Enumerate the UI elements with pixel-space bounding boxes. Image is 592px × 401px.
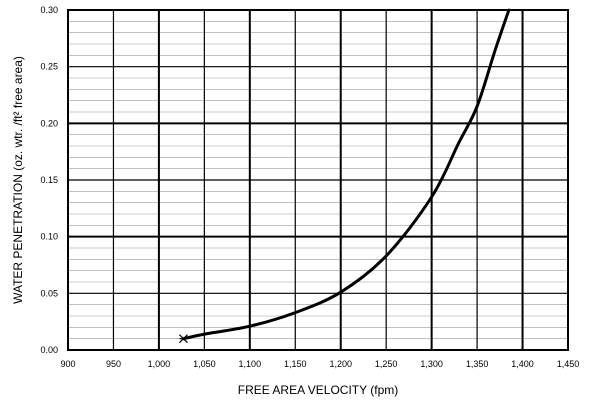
y-tick-label: 0.15 <box>40 175 58 185</box>
x-tick-label: 1,050 <box>193 359 216 369</box>
x-tick-label: 1,350 <box>466 359 489 369</box>
y-tick-label: 0.10 <box>40 232 58 242</box>
x-axis-title: FREE AREA VELOCITY (fpm) <box>238 383 399 397</box>
water-penetration-curve <box>182 8 511 341</box>
asterisk-marker <box>179 334 188 344</box>
plot-frame <box>67 9 569 351</box>
x-tick-label: 950 <box>106 359 121 369</box>
x-tick-label: 1,400 <box>511 359 534 369</box>
x-tick-label: 1,000 <box>148 359 171 369</box>
y-tick-label: 0.20 <box>40 118 58 128</box>
x-tick-label: 1,150 <box>284 359 307 369</box>
data-markers <box>179 334 188 344</box>
y-tick-label: 0.30 <box>40 5 58 15</box>
x-tick-label: 900 <box>60 359 75 369</box>
y-axis-title: WATER PENETRATION (oz. wtr. /ft² free ar… <box>11 56 25 304</box>
x-axis-ticks: 900 950 1,000 1,050 1,100 1,150 1,200 1,250 1,30… <box>60 359 579 369</box>
y-tick-label: 0.05 <box>40 288 58 298</box>
x-tick-label: 1,200 <box>329 359 352 369</box>
x-tick-label: 1,250 <box>375 359 398 369</box>
y-axis-ticks: 0.00 0.05 0.10 0.15 0.20 0.25 0.30 <box>40 5 58 355</box>
y-tick-label: 0.25 <box>40 62 58 72</box>
y-tick-label: 0.00 <box>40 345 58 355</box>
x-tick-label: 1,300 <box>420 359 443 369</box>
x-tick-label: 1,450 <box>557 359 580 369</box>
grid <box>68 10 568 350</box>
x-tick-label: 1,100 <box>239 359 262 369</box>
